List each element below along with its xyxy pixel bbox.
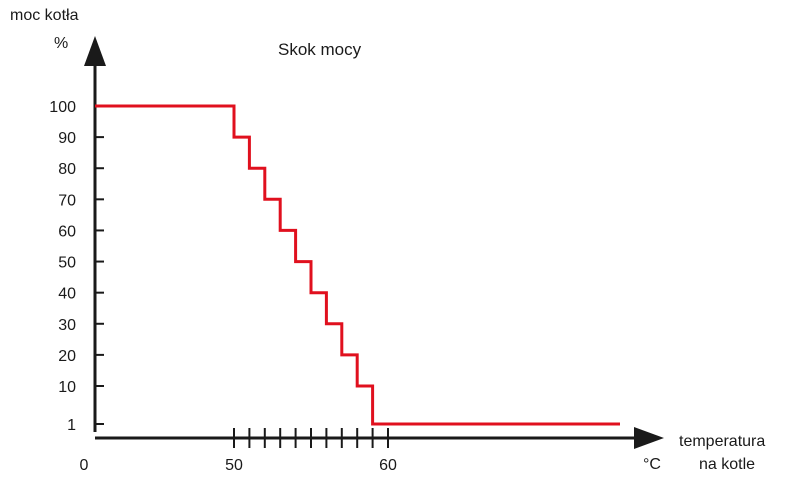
y-axis-title-line2: % <box>54 35 68 52</box>
y-tick-label: 80 <box>58 161 76 178</box>
y-tick-label: 1 <box>67 417 76 434</box>
y-tick-label: 70 <box>58 192 76 209</box>
y-tick-label: 30 <box>58 317 76 334</box>
x-tick-label: 60 <box>379 457 397 474</box>
x-axis-arrow <box>634 427 664 449</box>
y-tick-label: 50 <box>58 255 76 272</box>
y-tick-label: 90 <box>58 130 76 147</box>
y-tick-label: 60 <box>58 223 76 240</box>
y-axis-arrow <box>84 36 106 66</box>
x-axis-title-line2: na kotle <box>699 456 755 473</box>
y-tick-label: 100 <box>49 99 76 116</box>
x-unit-label: °C <box>643 456 661 473</box>
x-tick-label: 50 <box>225 457 243 474</box>
x-tick-label: 0 <box>80 457 89 474</box>
x-ticks: 0 50 60 <box>80 428 397 474</box>
chart-title: Skok mocy <box>278 40 362 59</box>
series-layer <box>95 104 620 426</box>
y-ticks: 100 90 80 70 60 50 40 30 20 10 1 <box>49 99 104 434</box>
x-axis-title-line1: temperatura <box>679 433 765 450</box>
y-tick-label: 40 <box>58 286 76 303</box>
y-tick-label: 20 <box>58 348 76 365</box>
y-axis-title-line1: moc kotła <box>10 7 79 24</box>
y-tick-label: 10 <box>58 379 76 396</box>
power-step-series-line <box>95 104 620 426</box>
